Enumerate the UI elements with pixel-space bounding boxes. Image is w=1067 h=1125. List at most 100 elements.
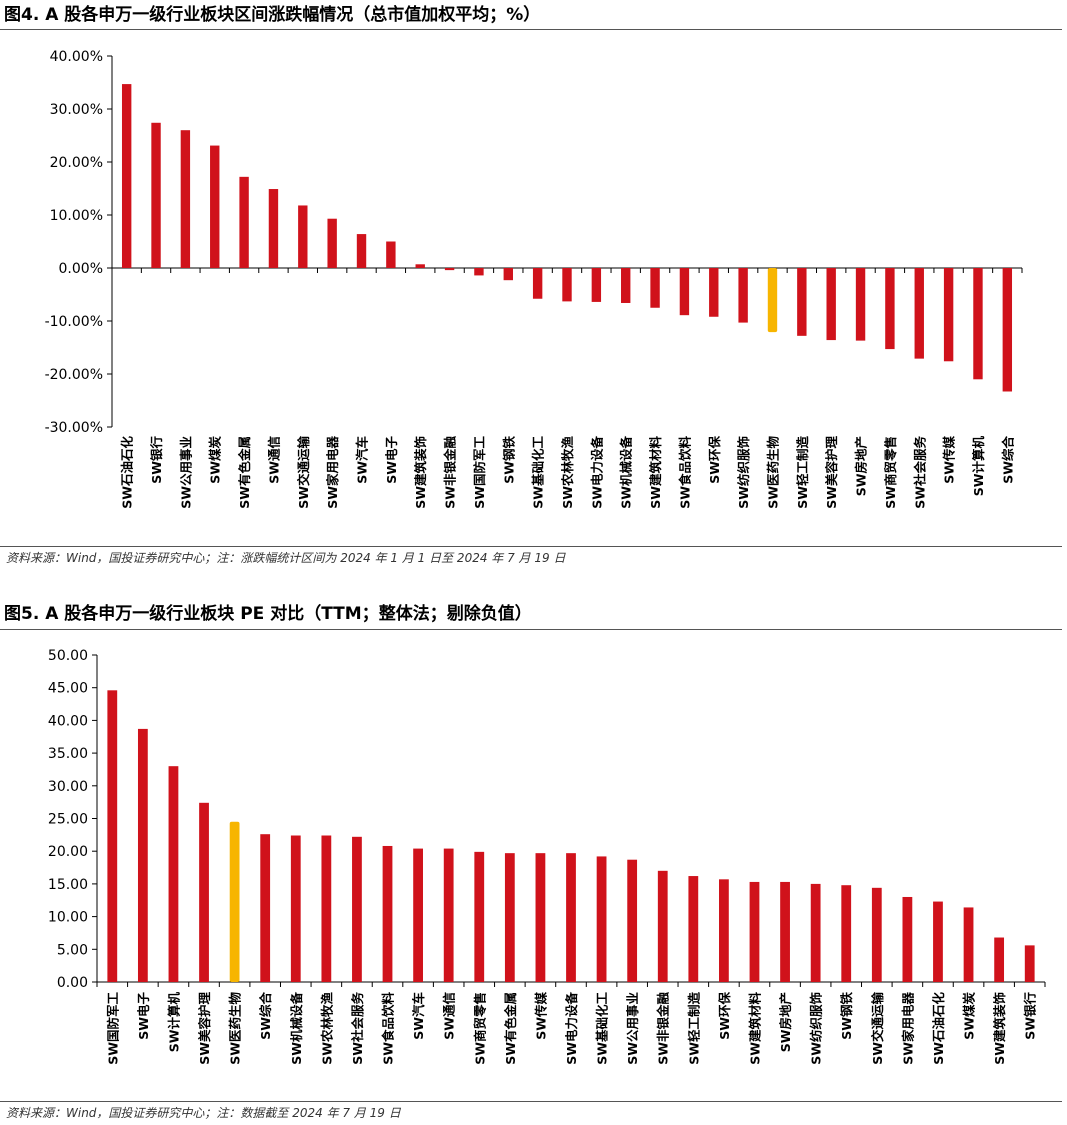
chart0-bar-28 xyxy=(943,268,954,362)
chart1-bar-21 xyxy=(749,881,760,982)
chart0-bar-20 xyxy=(709,268,719,317)
chart1-category-label: SW汽车 xyxy=(411,992,426,1040)
chart0-bar-4 xyxy=(239,176,249,268)
chart1-category-label: SW公用事业 xyxy=(625,992,640,1065)
chart1-category-label: SW社会服务 xyxy=(350,992,365,1065)
figure1-title: 图4. A 股各申万一级行业板块区间涨跌幅情况（总市值加权平均；%） xyxy=(4,5,541,25)
chart1-category-label: SW电力设备 xyxy=(564,992,579,1065)
chart1-bar-29 xyxy=(994,937,1005,982)
chart1-bar-10 xyxy=(413,848,423,982)
chart0-bar-5 xyxy=(268,189,279,268)
chart1-category-label: SW石油石化 xyxy=(931,992,946,1065)
figure2-title-rule xyxy=(0,629,1062,630)
chart1-category-label: SW计算机 xyxy=(166,992,181,1053)
chart1-category-label: SW交通运输 xyxy=(870,992,885,1065)
chart1-bar-9 xyxy=(382,845,393,982)
chart0-category-label: SW建筑装饰 xyxy=(413,436,428,509)
chart0-bar-23 xyxy=(797,268,807,336)
chart1-category-label: SW基础化工 xyxy=(595,992,610,1065)
chart1-y-tick-label: 40.00 xyxy=(48,713,88,729)
chart1-bar-20 xyxy=(719,879,729,982)
chart0-bar-15 xyxy=(562,268,572,302)
chart1-bar-22 xyxy=(780,881,790,982)
chart0-category-label: SW国防军工 xyxy=(472,436,487,509)
chart1-bar-7 xyxy=(321,835,332,982)
chart1-bar-8 xyxy=(352,836,362,982)
chart0-category-label: SW商贸零售 xyxy=(883,436,898,509)
chart1-y-tick-label: 30.00 xyxy=(48,779,88,795)
chart1-y-tick-label: 5.00 xyxy=(57,942,88,958)
chart0-bar-12 xyxy=(474,268,484,276)
figure1-title-rule xyxy=(0,29,1062,30)
chart1-bar-23 xyxy=(810,883,821,982)
chart1-category-label: SW传媒 xyxy=(533,992,548,1040)
chart1-bar-5 xyxy=(260,834,271,982)
chart0-category-label: SW银行 xyxy=(149,436,164,484)
figure2-source-note: 资料来源：Wind，国投证券研究中心；注：数据截至 2024 年 7 月 19 … xyxy=(6,1106,401,1120)
chart1-y-tick-label: 45.00 xyxy=(48,681,88,697)
chart0-category-label: SW电子 xyxy=(384,436,399,484)
chart1-bar-2 xyxy=(168,766,179,982)
chart1-category-label: SW轻工制造 xyxy=(686,992,701,1065)
chart1-category-label: SW商贸零售 xyxy=(472,992,487,1065)
chart1-category-label: SW综合 xyxy=(258,992,273,1040)
chart1-bar-3 xyxy=(199,802,209,982)
chart0-category-label: SW通信 xyxy=(266,436,281,484)
chart0-bar-21 xyxy=(738,268,748,323)
chart0-bar-29 xyxy=(973,268,983,380)
chart0-category-label: SW非银金融 xyxy=(443,436,458,509)
chart0-y-tick-label: -30.00% xyxy=(45,420,103,436)
chart0-bar-27 xyxy=(914,268,924,359)
chart1-category-label: SW电子 xyxy=(136,992,151,1040)
chart0-category-label: SW美容护理 xyxy=(824,436,839,509)
chart0-y-tick-label: 10.00% xyxy=(50,208,103,224)
chart0-category-label: SW石油石化 xyxy=(120,436,135,509)
chart0-y-tick-label: -10.00% xyxy=(45,314,103,330)
chart0-bar-14 xyxy=(532,268,543,299)
chart1-category-label: SW非银金融 xyxy=(656,992,671,1065)
chart1-category-label: SW有色金属 xyxy=(503,992,518,1065)
chart1-bar-26 xyxy=(902,896,913,982)
chart0-category-label: SW公用事业 xyxy=(178,436,193,509)
figure2-source-rule xyxy=(0,1101,1062,1102)
chart0-category-label: SW综合 xyxy=(1000,436,1015,484)
chart0-bar-9 xyxy=(386,241,396,268)
chart1-category-label: SW建筑材料 xyxy=(747,992,762,1065)
chart0-bar-24 xyxy=(826,268,836,341)
chart0-category-label: SW计算机 xyxy=(971,436,986,497)
chart1-category-label: SW煤炭 xyxy=(962,992,977,1040)
chart0-bar-13 xyxy=(503,268,513,281)
figure1-source-rule xyxy=(0,546,1062,547)
chart0-bar-18 xyxy=(650,268,660,308)
chart0-bar-17 xyxy=(621,268,631,303)
chart0-bar-3 xyxy=(210,145,220,268)
chart0-y-tick-label: 0.00% xyxy=(59,261,103,277)
chart1-category-label: SW机械设备 xyxy=(289,992,304,1065)
chart1-bar-27 xyxy=(933,901,943,982)
chart0-category-label: SW食品饮料 xyxy=(677,436,692,509)
chart0-bar-26 xyxy=(885,268,895,350)
chart0-category-label: SW纺织服饰 xyxy=(736,436,751,509)
chart0-category-label: SW电力设备 xyxy=(589,436,604,509)
chart0-bar-7 xyxy=(327,218,337,268)
figure1-source-note: 资料来源：Wind，国投证券研究中心；注：涨跌幅统计区间为 2024 年 1 月… xyxy=(6,551,566,565)
chart0-bar-22 xyxy=(767,268,778,333)
chart0-bar-1 xyxy=(151,122,161,268)
chart0-category-label: SW家用电器 xyxy=(325,436,340,509)
chart1-category-label: SW家用电器 xyxy=(900,992,915,1065)
chart1-bar-15 xyxy=(566,853,576,982)
chart1-category-label: SW钢铁 xyxy=(839,992,854,1040)
chart1-bar-18 xyxy=(657,870,668,982)
chart1-bar-12 xyxy=(474,851,485,982)
chart1-category-label: SW银行 xyxy=(1023,992,1038,1040)
chart1-bar-4 xyxy=(229,821,240,982)
chart0-category-label: SW基础化工 xyxy=(531,436,546,509)
chart1-category-label: SW美容护理 xyxy=(197,992,212,1065)
chart2-pe-bar-chart: 50.00 45.00 40.00 35.00 30.00 25.00 20.00 15.00… xyxy=(48,648,1046,1065)
chart1-category-label: SW房地产 xyxy=(778,992,793,1052)
chart1-bar-1 xyxy=(137,728,148,982)
chart1-bar-28 xyxy=(963,907,974,982)
chart1-bar-19 xyxy=(688,876,699,982)
chart1-y-tick-label: 15.00 xyxy=(48,877,88,893)
chart1-category-label: SW医药生物 xyxy=(228,992,243,1065)
